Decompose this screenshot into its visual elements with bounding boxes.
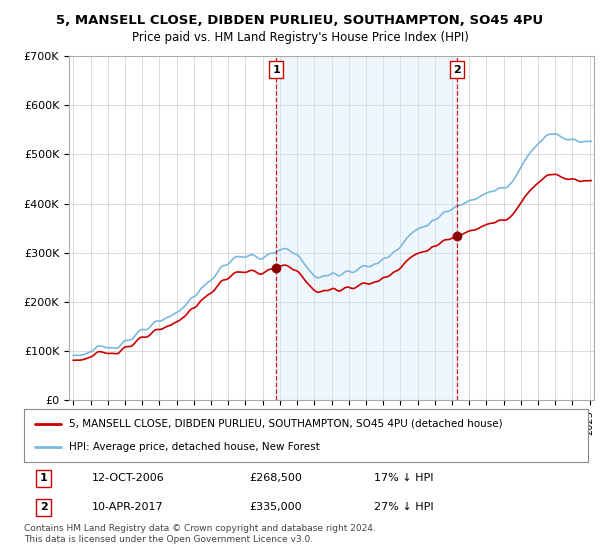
Text: £335,000: £335,000 — [250, 502, 302, 512]
Text: 5, MANSELL CLOSE, DIBDEN PURLIEU, SOUTHAMPTON, SO45 4PU (detached house): 5, MANSELL CLOSE, DIBDEN PURLIEU, SOUTHA… — [69, 419, 503, 429]
Text: £268,500: £268,500 — [250, 473, 302, 483]
Text: 2: 2 — [40, 502, 47, 512]
Text: 10-APR-2017: 10-APR-2017 — [92, 502, 163, 512]
Text: Contains HM Land Registry data © Crown copyright and database right 2024.: Contains HM Land Registry data © Crown c… — [24, 524, 376, 533]
Text: 12-OCT-2006: 12-OCT-2006 — [92, 473, 164, 483]
Text: This data is licensed under the Open Government Licence v3.0.: This data is licensed under the Open Gov… — [24, 535, 313, 544]
Text: 1: 1 — [272, 65, 280, 75]
Text: 2: 2 — [453, 65, 461, 75]
Text: Price paid vs. HM Land Registry's House Price Index (HPI): Price paid vs. HM Land Registry's House … — [131, 31, 469, 44]
Text: HPI: Average price, detached house, New Forest: HPI: Average price, detached house, New … — [69, 442, 320, 452]
Text: 17% ↓ HPI: 17% ↓ HPI — [374, 473, 433, 483]
Text: 1: 1 — [40, 473, 47, 483]
Text: 27% ↓ HPI: 27% ↓ HPI — [374, 502, 433, 512]
Text: 5, MANSELL CLOSE, DIBDEN PURLIEU, SOUTHAMPTON, SO45 4PU: 5, MANSELL CLOSE, DIBDEN PURLIEU, SOUTHA… — [56, 14, 544, 27]
Bar — [276, 56, 457, 400]
